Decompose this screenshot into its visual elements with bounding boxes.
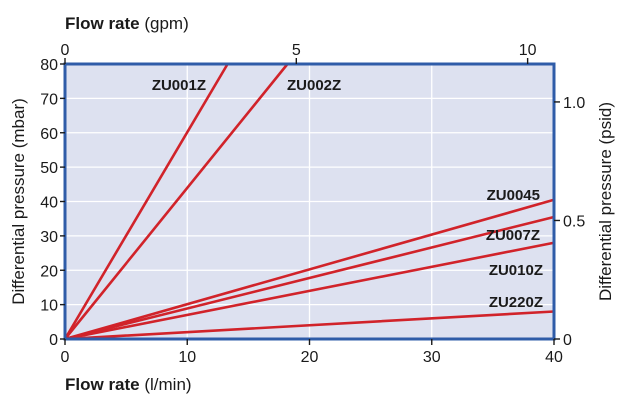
y-tick-label: 30 [40, 229, 58, 246]
y-tick-label: 70 [40, 91, 58, 108]
series-line-zu007z [63, 215, 556, 341]
x-tick-label: 20 [301, 349, 319, 366]
series-label-zu007z: ZU007Z [486, 227, 540, 244]
series-label-zu001z: ZU001Z [152, 77, 206, 94]
y2-tick-label: 0.5 [563, 213, 585, 230]
series-line-zu220z [63, 310, 556, 341]
series-labels: ZU001Z ZU002Z ZU0045 ZU007Z ZU010Z ZU220Z [152, 77, 543, 311]
x-axis-title: Flow rate (l/min) [65, 375, 192, 394]
series-label-zu002z: ZU002Z [287, 77, 341, 94]
y-axis-title: Differential pressure (mbar) [9, 98, 28, 305]
y-tick-label: 80 [40, 57, 58, 74]
y-tick-label: 0 [49, 332, 58, 349]
y-tick-label: 10 [40, 298, 58, 315]
series-lines [63, 62, 556, 341]
series-line-zu010z [63, 241, 556, 341]
grid-lines [65, 64, 554, 339]
x-tick-label: 40 [545, 349, 563, 366]
series-label-zu220z: ZU220Z [489, 294, 543, 311]
y-tick-label: 50 [40, 160, 58, 177]
x2-tick-label: 5 [292, 42, 301, 59]
x2-axis-title: Flow rate (gpm) [65, 14, 189, 33]
series-line-zu0045 [63, 198, 556, 341]
x-tick-label: 10 [178, 349, 196, 366]
series-line-zu002z [63, 62, 289, 341]
y2-axis-title: Differential pressure (psid) [596, 102, 615, 301]
axis-ticks [60, 58, 560, 345]
y2-tick-label: 1.0 [563, 95, 585, 112]
x-tick-label: 30 [423, 349, 441, 366]
y2-tick-label: 0 [563, 332, 572, 349]
y-tick-label: 20 [40, 263, 58, 280]
x2-tick-label: 0 [61, 42, 70, 59]
y-tick-label: 40 [40, 195, 58, 212]
series-label-zu010z: ZU010Z [489, 262, 543, 279]
series-label-zu0045: ZU0045 [487, 187, 540, 204]
series-line-zu001z [63, 62, 229, 341]
x-tick-label: 0 [61, 349, 70, 366]
x2-tick-label: 10 [519, 42, 537, 59]
y-tick-label: 60 [40, 126, 58, 143]
